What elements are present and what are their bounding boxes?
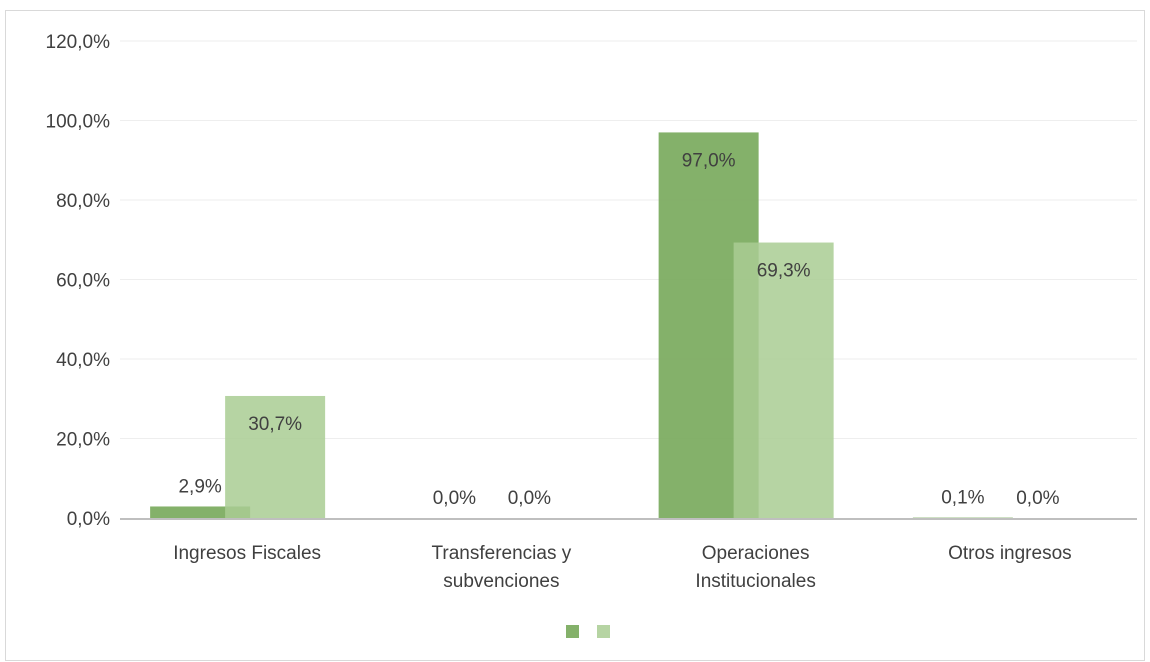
category-label: Ingresos Fiscales <box>173 543 321 564</box>
y-tick-label: 60,0% <box>56 271 110 292</box>
x-axis-category-labels: Ingresos Fiscales Transferencias y subvenc… <box>173 543 1071 592</box>
y-tick-label: 80,0% <box>56 191 110 212</box>
gridlines <box>120 40 1137 439</box>
bars <box>150 132 1013 519</box>
data-label: 2,9% <box>178 476 221 497</box>
category-label: Operaciones <box>702 543 810 564</box>
y-tick-label: 40,0% <box>56 350 110 371</box>
category-label: Otros ingresos <box>948 543 1072 564</box>
legend-swatch <box>597 625 610 638</box>
y-tick-label: 100,0% <box>46 112 111 133</box>
category-label: Institucionales <box>695 571 815 592</box>
y-tick-label: 120,0% <box>46 32 111 53</box>
legend-swatch <box>566 625 579 638</box>
data-label: 0,0% <box>508 488 551 509</box>
data-label: 97,0% <box>682 150 736 171</box>
bar <box>733 242 834 518</box>
category-label: Transferencias y <box>432 543 572 564</box>
chart-frame <box>5 10 1145 661</box>
data-labels: 2,9% 0,0% 97,0% 0,1% 30,7% 0,0% 69,3% 0,0% <box>178 150 1059 509</box>
y-tick-label: 0,0% <box>67 509 110 530</box>
data-label: 0,0% <box>433 488 476 509</box>
y-tick-label: 20,0% <box>56 430 110 451</box>
category-label: subvenciones <box>443 571 559 592</box>
bar <box>150 506 251 518</box>
bar <box>225 395 326 518</box>
legend <box>566 625 610 638</box>
data-label: 69,3% <box>757 261 811 282</box>
data-label: 0,1% <box>941 488 984 509</box>
data-label: 30,7% <box>248 414 302 435</box>
y-axis-tick-labels: 0,0% 20,0% 40,0% 60,0% 80,0% 100,0% 120,0% <box>46 32 111 530</box>
data-label: 0,0% <box>1016 488 1059 509</box>
